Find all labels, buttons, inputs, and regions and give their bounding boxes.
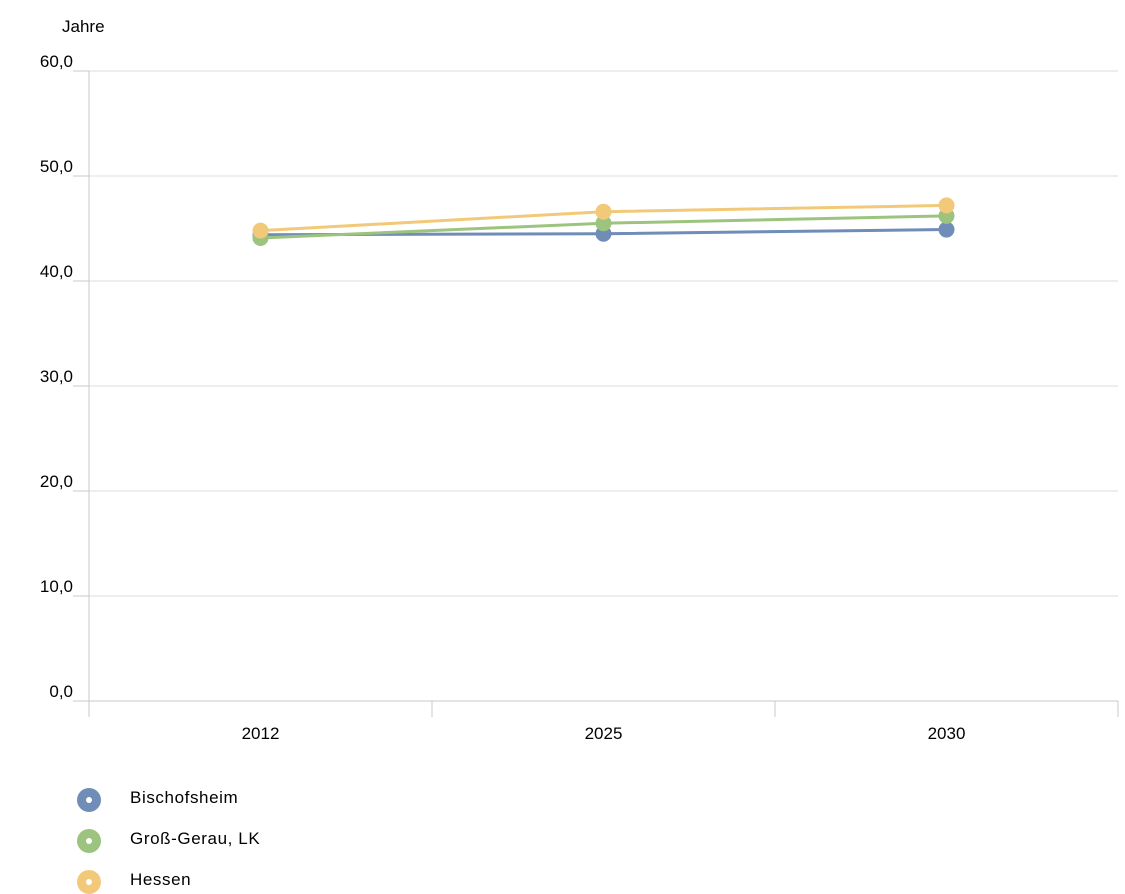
legend-label: Bischofsheim	[130, 788, 238, 807]
data-point	[252, 222, 269, 239]
y-axis-label: Jahre	[62, 17, 105, 36]
data-point	[938, 197, 955, 214]
legend-marker-dot	[86, 879, 92, 885]
data-point	[595, 203, 612, 220]
x-tick-label: 2025	[585, 724, 623, 743]
y-tick-label: 30,0	[40, 367, 73, 386]
y-tick-label: 50,0	[40, 157, 73, 176]
legend-marker-dot	[86, 797, 92, 803]
legend: Bischofsheim Groß-Gerau, LK Hessen	[77, 788, 260, 894]
axes: Jahre 0,0 10,0 20,0 30,0 40,0 50,0 60,0 2012 202…	[40, 17, 1119, 743]
gridlines	[73, 70, 1118, 702]
legend-label: Hessen	[130, 870, 191, 889]
x-tick-label: 2012	[242, 724, 280, 743]
y-tick-label: 60,0	[40, 52, 73, 71]
y-tick-label: 10,0	[40, 577, 73, 596]
legend-marker-dot	[86, 838, 92, 844]
data-point	[938, 221, 955, 238]
legend-label: Groß-Gerau, LK	[130, 829, 260, 848]
data-point	[595, 215, 612, 232]
x-tick-label: 2030	[928, 724, 966, 743]
y-tick-label: 40,0	[40, 262, 73, 281]
y-tick-label: 0,0	[49, 682, 73, 701]
y-tick-label: 20,0	[40, 472, 73, 491]
series	[252, 197, 955, 246]
